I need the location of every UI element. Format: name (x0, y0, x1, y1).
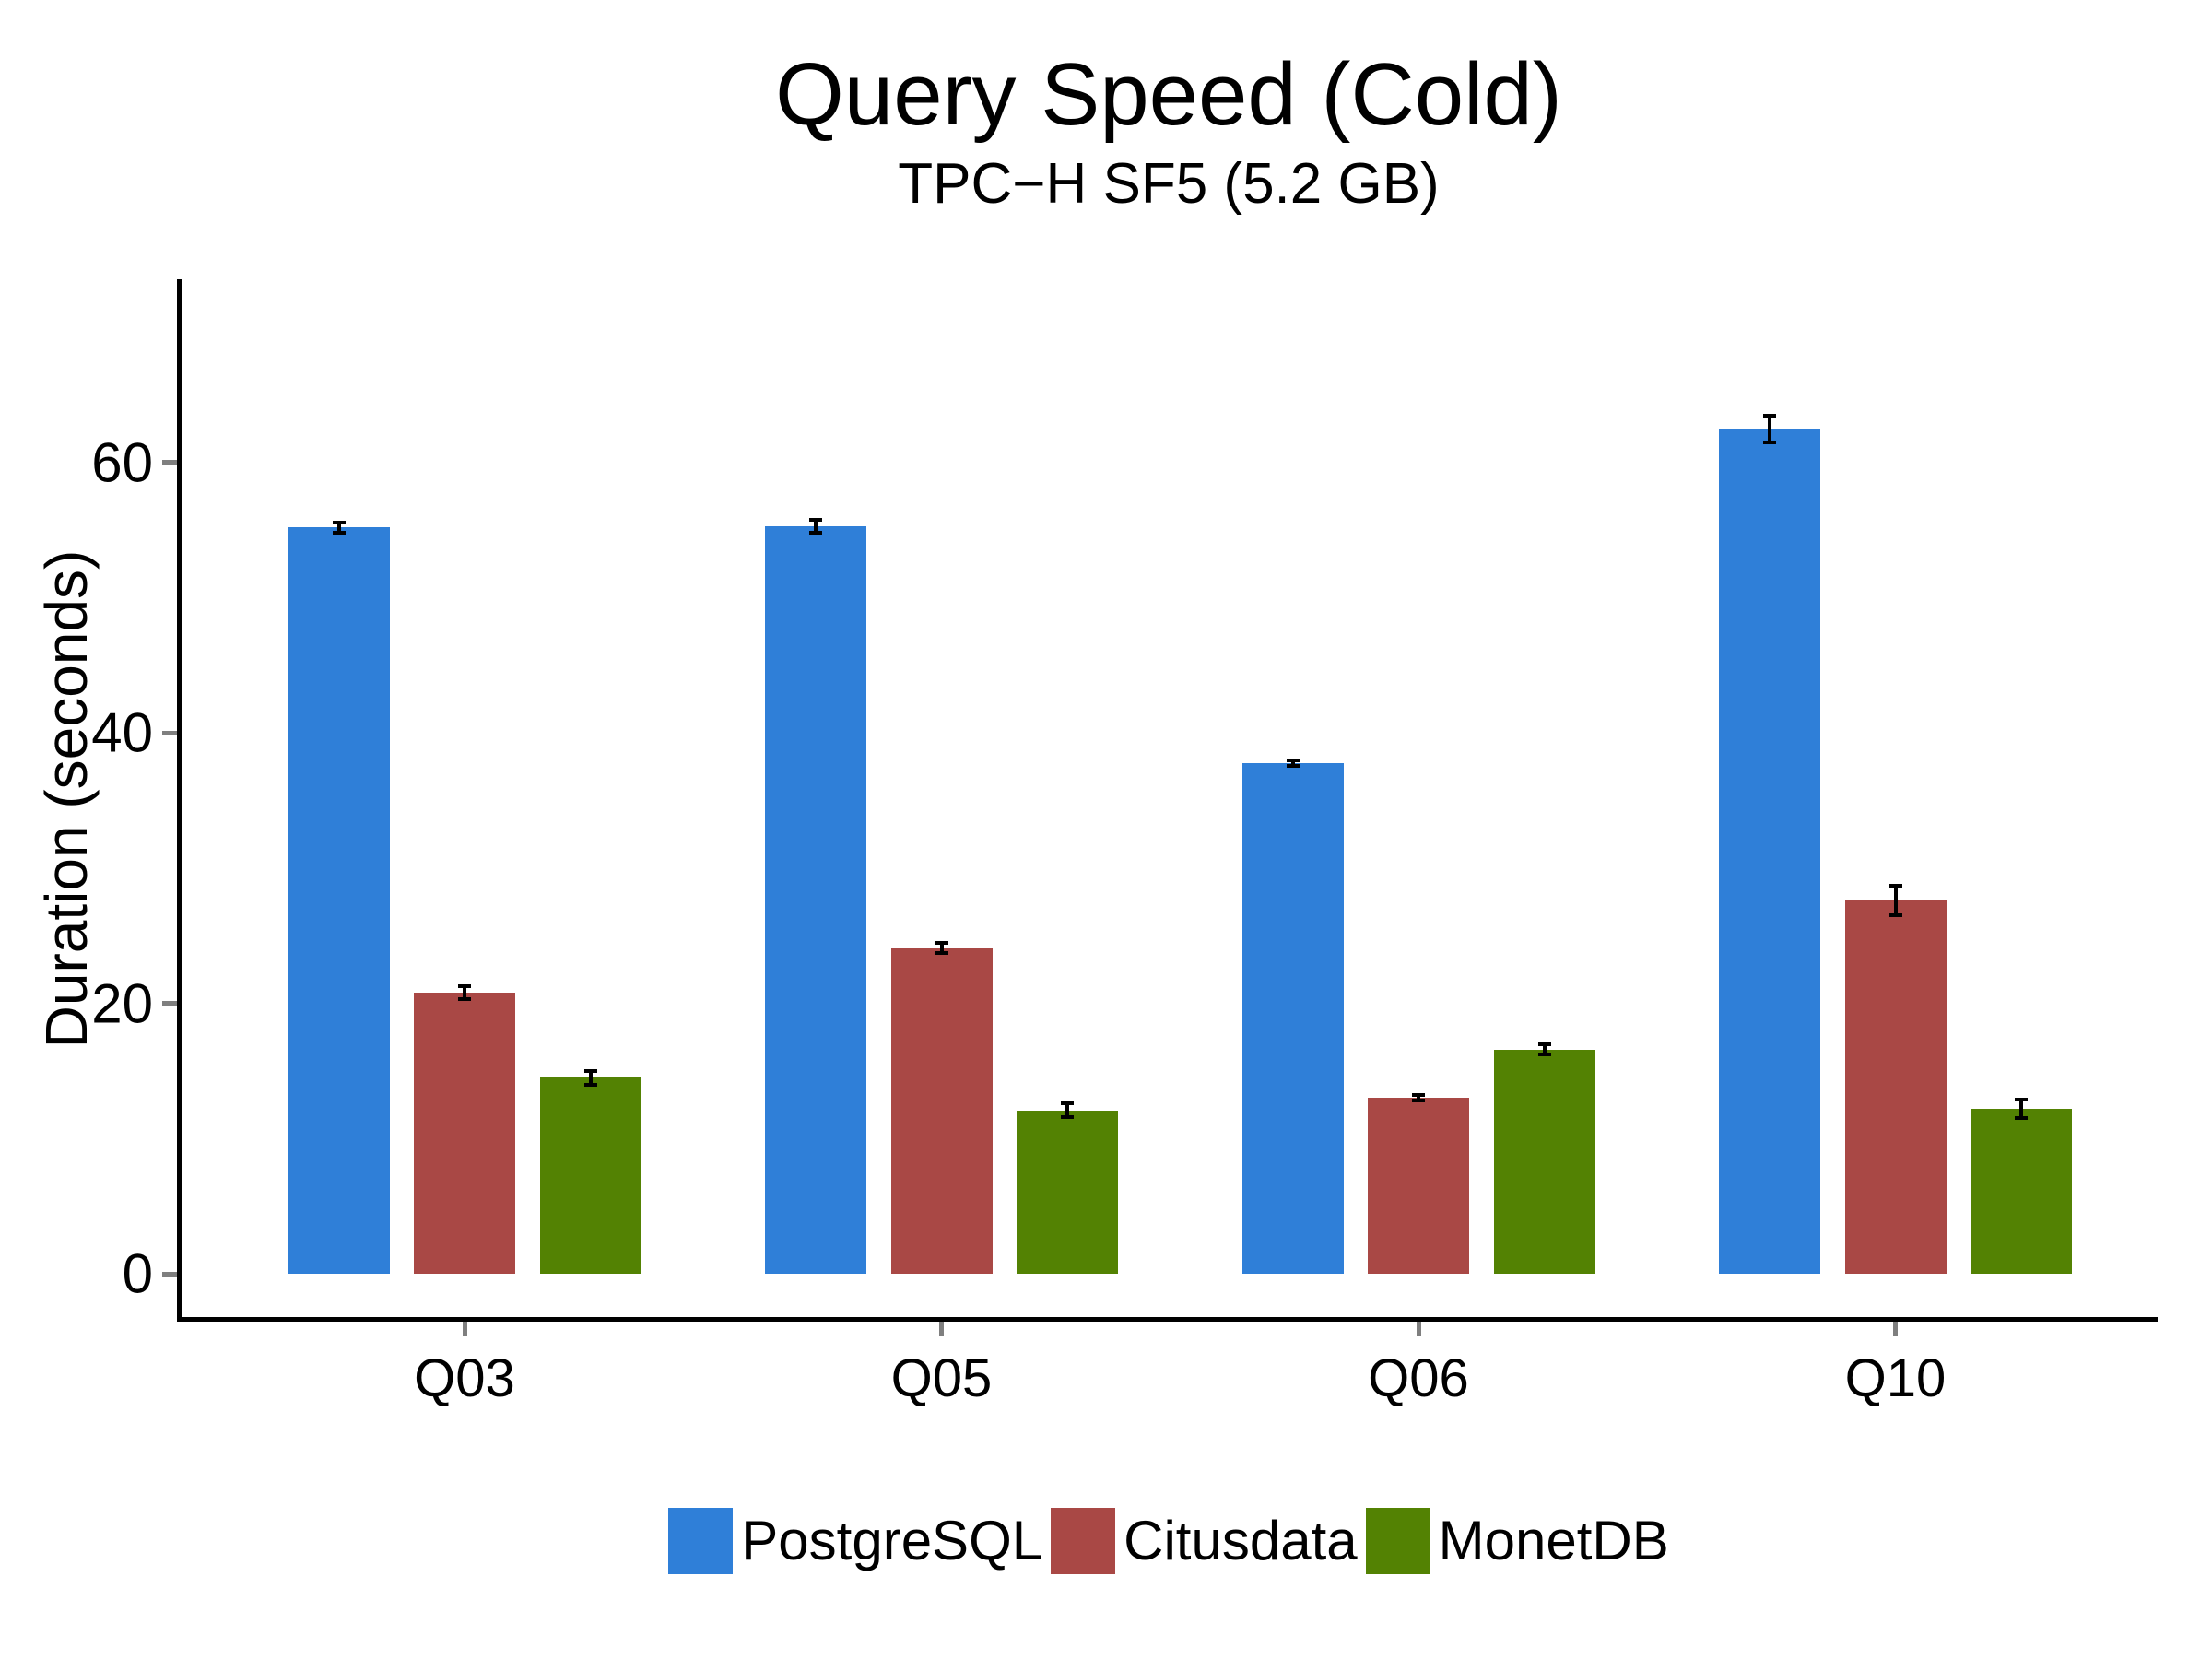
error-bar-cap-top-postgresql-q03 (332, 520, 346, 524)
bar-monetdb-q10 (1971, 1109, 2072, 1274)
x-tick-mark (462, 1322, 467, 1336)
x-tick-label: Q03 (414, 1348, 515, 1408)
y-tick-mark (162, 1001, 177, 1006)
error-bar-cap-bottom-citusdata-q05 (935, 951, 948, 956)
bar-postgresql-q06 (1241, 762, 1344, 1274)
legend-key-citusdata (1051, 1508, 1116, 1574)
bar-monetdb-q05 (1017, 1110, 1118, 1274)
error-bar-cap-top-monetdb-q05 (1061, 1101, 1074, 1106)
x-tick-mark (939, 1322, 944, 1336)
bar-citusdata-q03 (414, 992, 515, 1274)
error-bar-cap-bottom-citusdata-q06 (1412, 1099, 1425, 1103)
error-bar-cap-top-citusdata-q10 (1888, 884, 1902, 888)
error-bar-line-postgresql-q10 (1768, 415, 1771, 442)
x-tick-label: Q06 (1368, 1348, 1469, 1408)
error-bar-line-postgresql-q03 (336, 522, 341, 534)
legend-key-postgresql (668, 1508, 734, 1574)
legend-label-monetdb: MonetDB (1438, 1510, 1669, 1571)
x-tick-label: Q10 (1844, 1348, 1947, 1408)
error-bar-cap-bottom-monetdb-q06 (1537, 1053, 1551, 1057)
y-tick-label: 40 (91, 701, 153, 764)
error-bar-cap-top-postgresql-q06 (1286, 758, 1300, 762)
error-bar-cap-top-citusdata-q06 (1412, 1093, 1425, 1098)
error-bar-line-postgresql-q05 (814, 519, 818, 534)
error-bar-cap-top-postgresql-q05 (809, 517, 822, 522)
error-bar-line-postgresql-q06 (1290, 759, 1295, 766)
error-bar-cap-bottom-citusdata-q10 (1888, 913, 1902, 918)
x-tick-label: Q05 (890, 1348, 993, 1408)
error-bar-cap-bottom-citusdata-q03 (458, 997, 471, 1002)
error-bar-cap-top-postgresql-q10 (1763, 413, 1776, 418)
chart-title: Query Speed (Cold) (775, 45, 1562, 144)
error-bar-line-monetdb-q10 (2019, 1099, 2023, 1119)
bar-citusdata-q06 (1368, 1098, 1469, 1274)
error-bar-cap-bottom-postgresql-q03 (332, 531, 346, 535)
error-bar-cap-bottom-postgresql-q05 (809, 531, 822, 535)
x-tick-mark (1416, 1322, 1421, 1336)
y-tick-mark (162, 1271, 177, 1277)
error-bar-cap-bottom-monetdb-q05 (1061, 1114, 1074, 1119)
error-bar-line-monetdb-q06 (1542, 1043, 1547, 1055)
x-axis-line (177, 1317, 2158, 1322)
error-bar-line-monetdb-q03 (588, 1070, 593, 1085)
x-tick-mark (1893, 1322, 1898, 1336)
bar-postgresql-q05 (765, 525, 866, 1274)
error-bar-line-citusdata-q03 (463, 985, 466, 1000)
legend-label-postgresql: PostgreSQL (741, 1510, 1043, 1571)
error-bar-line-monetdb-q05 (1065, 1103, 1069, 1117)
error-bar-cap-top-citusdata-q05 (935, 940, 948, 945)
y-tick-label: 60 (91, 431, 153, 494)
legend: PostgreSQL Citusdata MonetDB (180, 1508, 2158, 1574)
error-bar-cap-top-monetdb-q03 (583, 1068, 597, 1073)
bar-postgresql-q10 (1719, 429, 1820, 1274)
error-bar-line-citusdata-q06 (1417, 1095, 1420, 1101)
error-bar-cap-bottom-monetdb-q03 (583, 1082, 597, 1087)
error-bar-cap-bottom-monetdb-q10 (2015, 1116, 2028, 1121)
chart-subtitle: TPC−H SF5 (5.2 GB) (898, 152, 1440, 216)
y-tick-mark (162, 730, 177, 735)
error-bar-cap-bottom-postgresql-q10 (1763, 440, 1776, 444)
error-bar-cap-top-monetdb-q10 (2015, 1097, 2028, 1101)
error-bar-cap-bottom-postgresql-q06 (1286, 763, 1300, 768)
y-tick-label: 20 (91, 972, 153, 1035)
y-axis-line (177, 279, 182, 1322)
bar-monetdb-q03 (539, 1077, 641, 1274)
bar-citusdata-q05 (890, 947, 993, 1274)
error-bar-line-citusdata-q10 (1893, 886, 1898, 916)
y-tick-mark (162, 460, 177, 465)
error-bar-line-citusdata-q05 (939, 942, 944, 954)
y-tick-label: 0 (122, 1242, 153, 1305)
bar-postgresql-q03 (288, 527, 390, 1274)
bar-monetdb-q06 (1493, 1049, 1595, 1274)
error-bar-cap-top-citusdata-q03 (458, 983, 471, 988)
legend-key-monetdb (1365, 1508, 1430, 1574)
legend-label-citusdata: Citusdata (1124, 1510, 1358, 1571)
bar-citusdata-q10 (1844, 900, 1947, 1274)
error-bar-cap-top-monetdb-q06 (1537, 1041, 1551, 1046)
